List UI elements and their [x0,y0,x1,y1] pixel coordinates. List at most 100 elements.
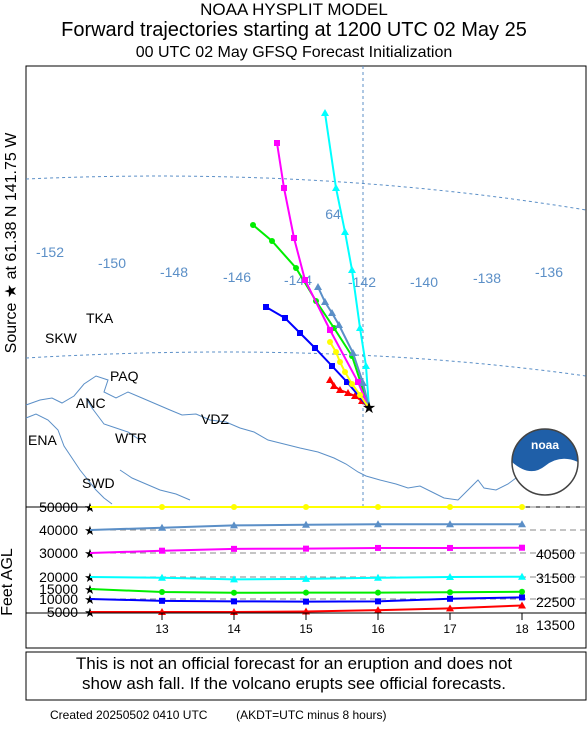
trajectory-point [359,379,367,386]
series-point [231,589,237,596]
trajectory-point [327,327,333,333]
trajectory-point [321,298,329,305]
trajectory-point [274,140,280,146]
series-point [518,572,526,580]
trajectory-point [297,330,303,336]
trajectory-1 [263,304,370,409]
height-right-labels: 40500 31500 22500 13500 [536,546,575,633]
lat-label: 64 [325,206,341,222]
disclaimer-line-1: This is not an official forecast for an … [75,654,513,673]
series-point [231,504,237,510]
trajectory-point [336,386,344,393]
map-graticule [25,66,587,507]
x-tick-label: 17 [443,622,457,636]
trajectory-point [263,304,269,310]
series-point [375,598,381,605]
series-point [519,504,525,510]
site-label: SWD [82,475,115,491]
trajectory-point [293,265,299,271]
trajectory-point [333,349,339,355]
series-point [231,598,237,605]
trajectory-point [326,376,334,383]
trajectory-3 [321,109,370,409]
trajectory-point [342,369,348,375]
trajectory-point [329,363,335,369]
y-tick-label: 20000 [39,569,78,585]
series-point [158,523,166,531]
series-point [230,575,238,583]
series-point [230,521,238,529]
series-point [519,594,525,601]
map-frame [25,65,587,649]
series-point [159,589,165,595]
height-series [89,504,526,615]
site-label: SKW [45,330,78,346]
series-point [374,606,382,614]
height-series-4 [89,544,525,554]
trajectory-point [344,389,352,396]
series-point [446,573,454,580]
trajectory-point [355,379,361,385]
site-label: ANC [76,395,106,411]
x-tick-label: 14 [227,622,241,636]
series-point [447,544,453,551]
trajectory-6 [327,339,370,409]
disclaimer-box [25,651,587,701]
longitude-labels: -152 -150 -148 -146 -144 -142 -140 -138 … [36,206,563,290]
coastline [25,375,517,505]
height-series-3 [89,572,526,583]
page-title: Forward trajectories starting at 1200 UT… [61,19,527,41]
x-tick-label: 15 [299,622,313,636]
series-point [518,520,526,528]
trajectory-point [337,359,343,365]
lon-label: -146 [223,269,251,285]
site-label: VDZ [201,411,229,427]
series-point [302,520,310,528]
height-series-5 [89,520,526,531]
series-point [159,504,165,510]
series-point [375,504,381,510]
trajectory-point [281,185,287,191]
x-tick-label: 16 [371,622,385,636]
y-tick-label: 5000 [47,604,78,620]
series-point [519,544,525,551]
series-point [447,504,453,510]
trajectory-point [349,381,355,387]
source-label: Source ★ at 61.38 N 141.75 W [3,132,20,354]
trajectory-point [356,324,364,331]
trajectory-point [357,392,363,398]
trajectory-path [252,224,370,409]
site-labels: TKA SKW PAQ ANC VDZ WTR ENA SWD [28,310,229,491]
trajectory-point [348,266,356,273]
trajectory-4 [274,140,370,409]
trajectory-point [282,315,288,321]
trajectory-point [335,321,343,328]
y-tick-label: 50000 [39,499,78,515]
series-point [374,573,382,581]
trajectory-point [327,339,333,345]
lon-label: -150 [98,255,126,271]
trajectory-point [351,392,359,399]
trajectory-point [302,277,308,283]
series-point [303,598,309,605]
series-point [375,589,381,596]
model-title: NOAA HYSPLIT MODEL [200,0,388,19]
height-x-ticks: 13 14 15 16 17 18 [26,612,586,636]
site-label: TKA [86,310,114,326]
x-tick-label: 13 [155,622,169,636]
trajectory-point [314,283,322,290]
y-tick-label: 40000 [39,522,78,538]
series-point [446,520,454,528]
series-point [303,589,309,596]
logo-text: noaa [531,438,559,452]
series-point [447,595,453,602]
lon-label: -136 [535,264,563,280]
timezone-note: (AKDT=UTC minus 8 hours) [236,708,387,722]
series-point [158,573,166,581]
trajectory-point [321,109,329,116]
lon-label: -138 [473,270,501,286]
series-point [518,601,526,609]
y-tick-label: 15000 [39,581,78,597]
series-point [231,545,237,552]
